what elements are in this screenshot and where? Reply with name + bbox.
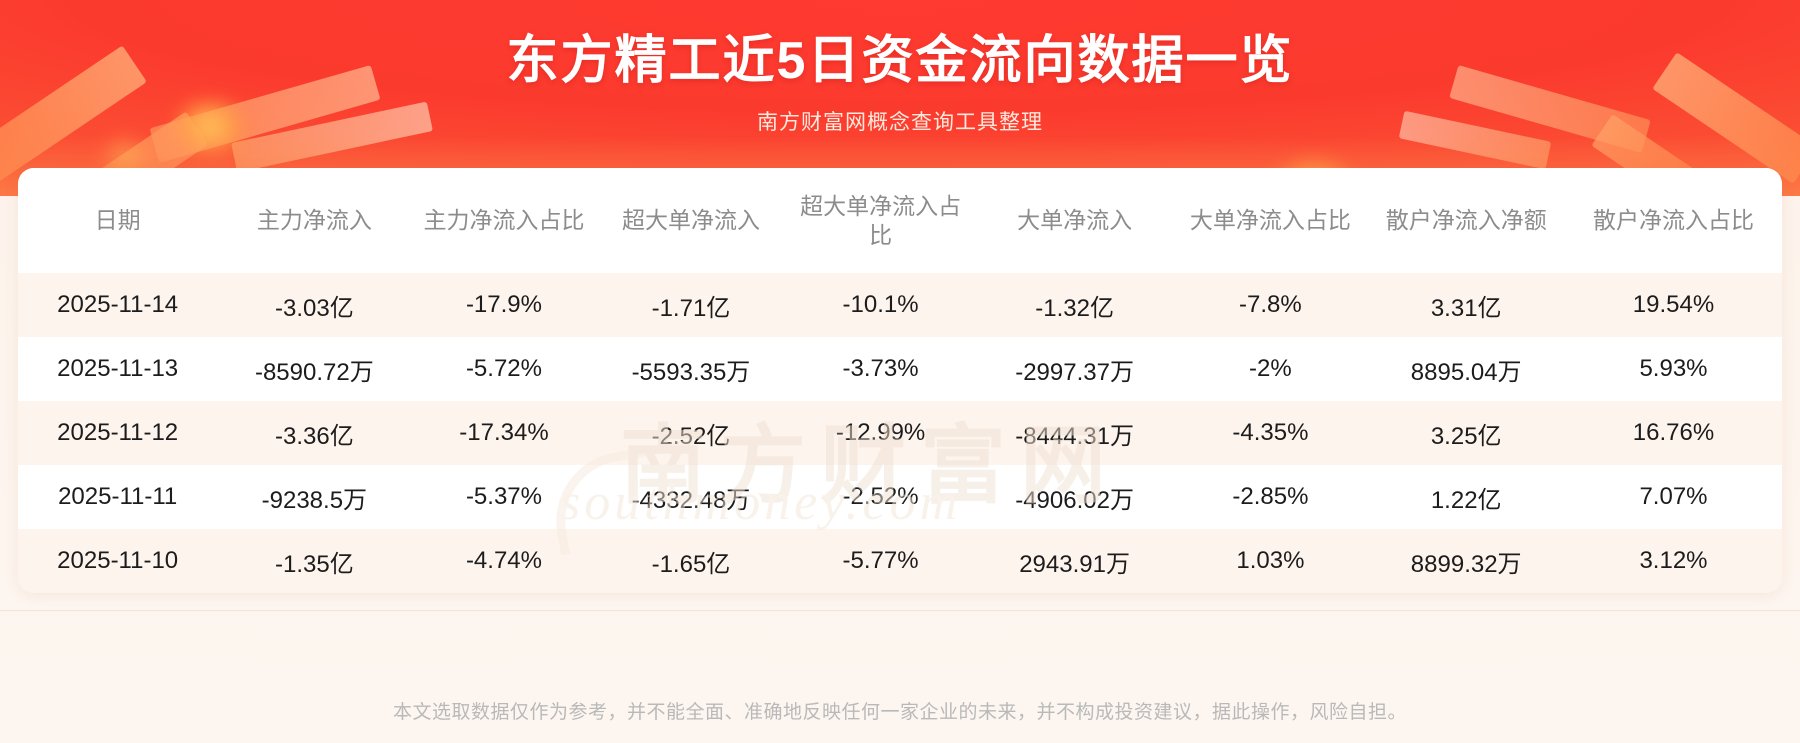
cell-super-large-net-inflow: -1.71亿 bbox=[596, 273, 786, 337]
cell-super-large-net-inflow-pct: -2.52% bbox=[785, 465, 976, 529]
cell-date: 2025-11-14 bbox=[18, 273, 218, 337]
cell-retail-net-inflow-pct: 7.07% bbox=[1564, 465, 1782, 529]
cell-large-net-inflow-pct: -2% bbox=[1173, 337, 1368, 401]
column-header-retail-net-inflow: 散户净流入净额 bbox=[1367, 168, 1565, 273]
page-title: 东方精工近5日资金流向数据一览 bbox=[506, 32, 1294, 90]
cell-main-net-inflow: -9238.5万 bbox=[217, 465, 412, 529]
cell-main-net-inflow-pct: -5.72% bbox=[411, 337, 597, 401]
column-header-large-net-inflow-pct: 大单净流入占比 bbox=[1173, 168, 1368, 273]
table-row: 2025-11-11 -9238.5万 -5.37% -4332.48万 -2.… bbox=[18, 465, 1782, 529]
column-header-retail-net-inflow-pct: 散户净流入占比 bbox=[1564, 168, 1782, 273]
column-header-date: 日期 bbox=[18, 168, 218, 273]
cell-main-net-inflow-pct: -17.9% bbox=[411, 273, 597, 337]
table-row: 2025-11-10 -1.35亿 -4.74% -1.65亿 -5.77% 2… bbox=[18, 529, 1782, 593]
cell-date: 2025-11-13 bbox=[18, 337, 218, 401]
column-header-super-large-net-inflow: 超大单净流入 bbox=[596, 168, 786, 273]
table-row: 2025-11-12 -3.36亿 -17.34% -2.52亿 -12.99%… bbox=[18, 401, 1782, 465]
cell-retail-net-inflow: 3.25亿 bbox=[1367, 401, 1565, 465]
cell-retail-net-inflow: 8895.04万 bbox=[1367, 337, 1565, 401]
page-subtitle: 南方财富网概念查询工具整理 bbox=[757, 111, 1043, 134]
cell-main-net-inflow: -3.36亿 bbox=[217, 401, 412, 465]
column-header-large-net-inflow: 大单净流入 bbox=[975, 168, 1174, 273]
cell-super-large-net-inflow-pct: -10.1% bbox=[785, 273, 976, 337]
cell-retail-net-inflow: 3.31亿 bbox=[1367, 273, 1565, 337]
cell-large-net-inflow-pct: -2.85% bbox=[1173, 465, 1368, 529]
column-header-main-net-inflow: 主力净流入 bbox=[217, 168, 412, 273]
fund-flow-table: 日期 主力净流入 主力净流入占比 超大单净流入 超大单净流入占比 大单净流入 大… bbox=[18, 168, 1782, 593]
column-header-main-net-inflow-pct: 主力净流入占比 bbox=[411, 168, 597, 273]
cell-main-net-inflow-pct: -17.34% bbox=[411, 401, 597, 465]
cell-large-net-inflow: 2943.91万 bbox=[975, 529, 1174, 593]
cell-main-net-inflow: -3.03亿 bbox=[217, 273, 412, 337]
cell-super-large-net-inflow: -5593.35万 bbox=[596, 337, 786, 401]
footer-disclaimer: 本文选取数据仅作为参考，并不能全面、准确地反映任何一家企业的未来，并不构成投资建… bbox=[392, 702, 1407, 723]
cell-large-net-inflow-pct: 1.03% bbox=[1173, 529, 1368, 593]
cell-super-large-net-inflow: -4332.48万 bbox=[596, 465, 786, 529]
table-row: 2025-11-14 -3.03亿 -17.9% -1.71亿 -10.1% -… bbox=[18, 273, 1782, 337]
column-header-super-large-net-inflow-pct: 超大单净流入占比 bbox=[785, 168, 976, 273]
cell-main-net-inflow: -1.35亿 bbox=[217, 529, 412, 593]
cell-super-large-net-inflow-pct: -5.77% bbox=[785, 529, 976, 593]
table-body: 2025-11-14 -3.03亿 -17.9% -1.71亿 -10.1% -… bbox=[18, 273, 1782, 593]
cell-large-net-inflow: -4906.02万 bbox=[975, 465, 1174, 529]
cell-super-large-net-inflow: -2.52亿 bbox=[596, 401, 786, 465]
cell-large-net-inflow: -8444.31万 bbox=[975, 401, 1174, 465]
footer-divider bbox=[0, 610, 1800, 611]
cell-super-large-net-inflow: -1.65亿 bbox=[596, 529, 786, 593]
cell-main-net-inflow-pct: -5.37% bbox=[411, 465, 597, 529]
cell-large-net-inflow: -2997.37万 bbox=[975, 337, 1174, 401]
table-header: 日期 主力净流入 主力净流入占比 超大单净流入 超大单净流入占比 大单净流入 大… bbox=[18, 168, 1782, 273]
cell-super-large-net-inflow-pct: -12.99% bbox=[785, 401, 976, 465]
cell-retail-net-inflow-pct: 3.12% bbox=[1564, 529, 1782, 593]
cell-retail-net-inflow-pct: 5.93% bbox=[1564, 337, 1782, 401]
cell-date: 2025-11-12 bbox=[18, 401, 218, 465]
cell-large-net-inflow-pct: -4.35% bbox=[1173, 401, 1368, 465]
cell-main-net-inflow: -8590.72万 bbox=[217, 337, 412, 401]
cell-retail-net-inflow-pct: 19.54% bbox=[1564, 273, 1782, 337]
cell-date: 2025-11-10 bbox=[18, 529, 218, 593]
table-header-row: 日期 主力净流入 主力净流入占比 超大单净流入 超大单净流入占比 大单净流入 大… bbox=[18, 168, 1782, 273]
fund-flow-table-card: 日期 主力净流入 主力净流入占比 超大单净流入 超大单净流入占比 大单净流入 大… bbox=[18, 168, 1782, 593]
cell-retail-net-inflow: 1.22亿 bbox=[1367, 465, 1565, 529]
cell-large-net-inflow: -1.32亿 bbox=[975, 273, 1174, 337]
cell-super-large-net-inflow-pct: -3.73% bbox=[785, 337, 976, 401]
cell-retail-net-inflow: 8899.32万 bbox=[1367, 529, 1565, 593]
table-row: 2025-11-13 -8590.72万 -5.72% -5593.35万 -3… bbox=[18, 337, 1782, 401]
cell-date: 2025-11-11 bbox=[18, 465, 218, 529]
cell-main-net-inflow-pct: -4.74% bbox=[411, 529, 597, 593]
cell-retail-net-inflow-pct: 16.76% bbox=[1564, 401, 1782, 465]
cell-large-net-inflow-pct: -7.8% bbox=[1173, 273, 1368, 337]
page-header-banner: 东方精工近5日资金流向数据一览 南方财富网概念查询工具整理 bbox=[0, 0, 1800, 196]
